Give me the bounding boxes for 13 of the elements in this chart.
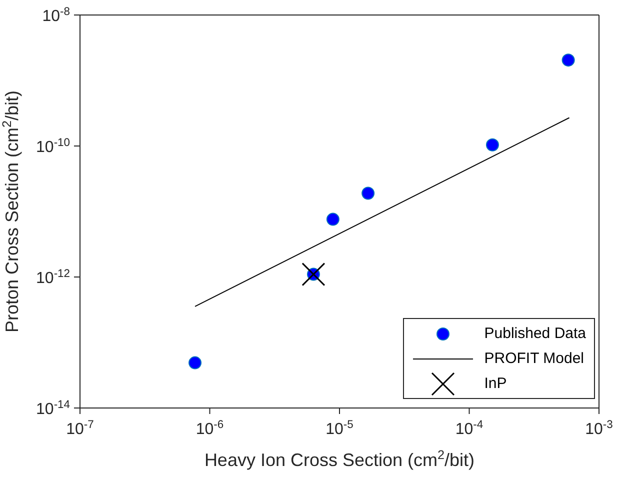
x-tick-label: 10$^{-3}$ (585, 419, 613, 438)
y-tick-label: 10$^{-8}$ (42, 6, 70, 25)
x-tick-label: 10$^{-7}$ (66, 419, 94, 438)
legend-label: PROFIT Model (484, 350, 584, 367)
x-axis-title: Heavy Ion Cross Section (cm$^{2}$/bit) (204, 448, 475, 470)
x-tick-label: 10$^{-4}$ (455, 419, 484, 438)
y-tick-label: 10$^{-14}$ (36, 399, 70, 418)
x-tick-label: 10$^{-6}$ (196, 419, 224, 438)
y-tick-label: 10$^{-12}$ (36, 268, 70, 287)
y-tick-label: 10$^{-10}$ (36, 137, 70, 156)
legend-label: Published Data (484, 325, 586, 342)
legend-label: InP (484, 375, 507, 392)
x-tick-label: 10$^{-5}$ (326, 419, 354, 438)
